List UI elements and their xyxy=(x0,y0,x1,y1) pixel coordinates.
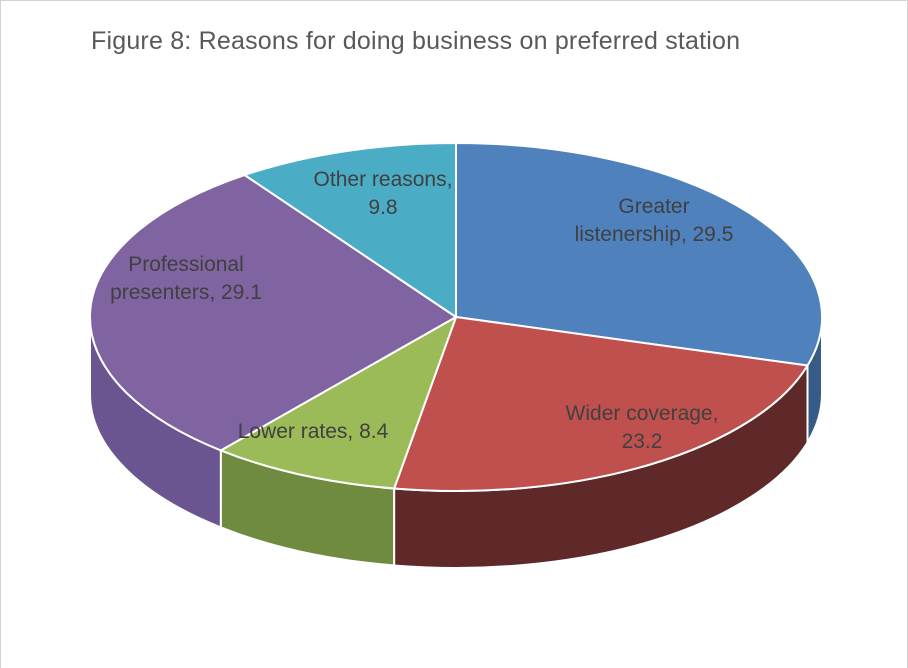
slice-label-lower-rates: Lower rates, 8.4 xyxy=(238,420,389,443)
pie-slice-greater-listenership xyxy=(455,142,823,367)
pie-labels-group: Greater listenership, 29.5 Wider coverage,… xyxy=(110,168,733,453)
pie-slice-wider-coverage xyxy=(393,316,809,492)
slice-label-wider-coverage: Wider coverage, 23.2 xyxy=(566,402,719,453)
pie-slice-professional-presenters xyxy=(88,174,457,452)
slice-label-other-reasons: Other reasons, 9.8 xyxy=(314,168,453,219)
pie-slice-other-reasons xyxy=(243,142,457,318)
slice-label-professional-presenters: Professional presenters, 29.1 xyxy=(110,253,262,304)
slice-label-greater-listenership: Greater listenership, 29.5 xyxy=(575,195,734,246)
chart-title: Figure 8: Reasons for doing business on … xyxy=(91,27,741,55)
pie-slice-lower-rates xyxy=(219,316,457,490)
pie-top-group xyxy=(88,142,823,492)
